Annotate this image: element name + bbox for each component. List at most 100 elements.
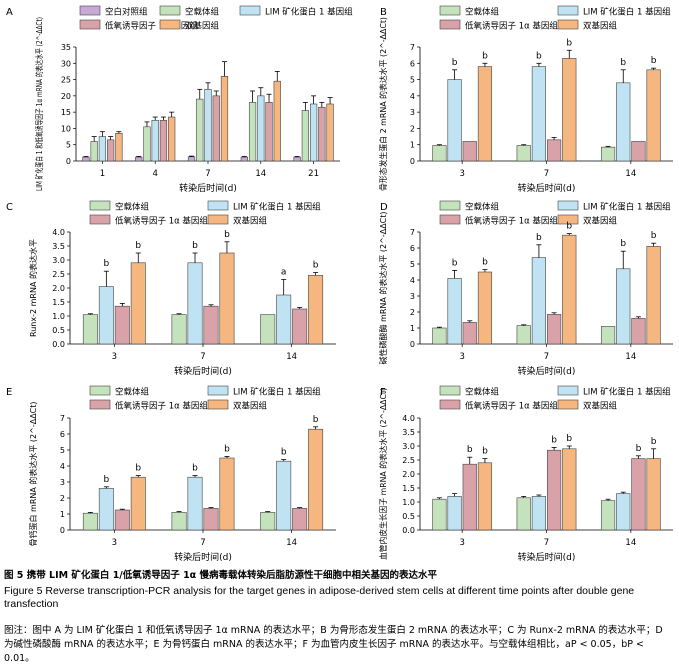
- y-tick-label: 2.0: [52, 284, 65, 293]
- bar: [318, 106, 326, 162]
- legend-swatch: [89, 399, 111, 410]
- bar: [276, 294, 292, 345]
- legend-swatch: [207, 385, 229, 396]
- y-tick-label: 0: [60, 526, 65, 535]
- bar: [293, 156, 301, 162]
- bar: [114, 509, 130, 531]
- significance-label: b: [636, 444, 642, 454]
- bar: [115, 133, 123, 162]
- bar: [600, 500, 616, 531]
- bar: [616, 268, 631, 345]
- legend-label: 空载体组: [465, 387, 500, 398]
- bar: [203, 305, 219, 345]
- x-tick-label: 3: [112, 538, 117, 548]
- y-tick-label: 1: [410, 141, 415, 150]
- significance-label: b: [536, 51, 542, 61]
- legend-label: 空载体组: [115, 387, 150, 398]
- significance-label: b: [135, 241, 141, 251]
- significance-label: b: [566, 222, 572, 232]
- bar: [516, 497, 531, 531]
- bar: [562, 58, 577, 162]
- x-tick-label: 3: [459, 169, 464, 179]
- significance-label: b: [452, 258, 458, 268]
- y-tick-label: 2.5: [402, 456, 415, 465]
- bar: [447, 278, 462, 345]
- significance-label: b: [103, 475, 109, 485]
- y-tick-label: 25: [61, 76, 71, 85]
- legend-swatch: [159, 5, 181, 16]
- significance-label: b: [313, 415, 319, 425]
- bar: [646, 69, 661, 162]
- y-tick-label: 0.5: [52, 326, 65, 335]
- x-tick-label: 7: [544, 538, 549, 548]
- bar: [447, 79, 462, 162]
- legend-swatch: [439, 19, 461, 30]
- bar: [82, 512, 98, 531]
- panel-letter: B: [380, 7, 387, 18]
- legend-swatch: [439, 385, 461, 396]
- y-tick-label: 4.0: [402, 414, 415, 423]
- significance-label: b: [620, 58, 626, 68]
- significance-label: b: [620, 239, 626, 249]
- bar: [631, 141, 646, 162]
- x-tick-label: 7: [200, 352, 205, 362]
- significance-label: b: [651, 231, 657, 241]
- significance-label: b: [192, 464, 198, 474]
- bar: [203, 508, 219, 531]
- bar: [308, 428, 324, 531]
- x-tick-label: 14: [625, 169, 636, 179]
- panel-letter: C: [6, 202, 13, 213]
- x-tick-label: 7: [205, 169, 210, 179]
- legend-label: 低氧诱导因子 1α 基因组: [465, 216, 558, 227]
- bar: [98, 488, 114, 531]
- y-tick-label: 4: [60, 462, 65, 471]
- y-tick-label: 0: [66, 157, 71, 166]
- legend-swatch: [239, 5, 261, 16]
- significance-label: a: [281, 268, 287, 278]
- legend-label: LIM 矿化蛋白 1 基因组: [233, 202, 321, 213]
- y-tick-label: 0.0: [402, 526, 415, 535]
- bar: [82, 314, 98, 345]
- y-tick-label: 3.5: [402, 428, 415, 437]
- x-tick-label: 4: [152, 169, 157, 179]
- bar: [219, 457, 235, 531]
- legend-swatch: [557, 5, 579, 16]
- y-tick-label: 5: [410, 260, 415, 269]
- bar: [462, 141, 477, 162]
- bar: [257, 95, 265, 162]
- bar: [531, 257, 546, 345]
- panel-letter: F: [380, 387, 386, 398]
- x-tick-label: 3: [459, 352, 464, 362]
- bar: [308, 275, 324, 345]
- y-axis-label: Runx-2 mRNA 的表达水平: [28, 239, 38, 337]
- bar: [309, 103, 318, 162]
- bar: [562, 448, 577, 531]
- y-tick-label: 30: [61, 59, 71, 68]
- bar: [171, 314, 187, 345]
- y-tick-label: 20: [61, 92, 71, 101]
- significance-label: b: [313, 261, 319, 271]
- bar: [447, 496, 462, 531]
- bar: [292, 308, 308, 345]
- bar: [292, 508, 308, 531]
- y-tick-label: 7: [410, 228, 415, 237]
- bar: [130, 262, 146, 345]
- y-tick-label: 6: [410, 59, 415, 68]
- y-tick-label: 2: [410, 124, 415, 133]
- bar: [273, 80, 281, 162]
- significance-label: b: [467, 445, 473, 455]
- caption-chinese: 图 5 携带 LIM 矿化蛋白 1/低氧诱导因子 1α 慢病毒载体转染后脂肪源性…: [4, 570, 438, 581]
- y-tick-label: 2.0: [402, 470, 415, 479]
- bar: [600, 146, 616, 162]
- y-tick-label: 3: [60, 478, 65, 487]
- x-tick-label: 14: [286, 352, 297, 362]
- y-tick-label: 5: [410, 76, 415, 85]
- significance-label: b: [651, 437, 657, 447]
- y-tick-label: 2.5: [52, 270, 65, 279]
- caption-note: 图注：图中 A 为 LIM 矿化蛋白 1 和低氧诱导因子 1α mRNA 的表达…: [4, 625, 663, 664]
- significance-label: b: [281, 448, 287, 458]
- bar: [107, 139, 115, 162]
- legend-swatch: [207, 214, 229, 225]
